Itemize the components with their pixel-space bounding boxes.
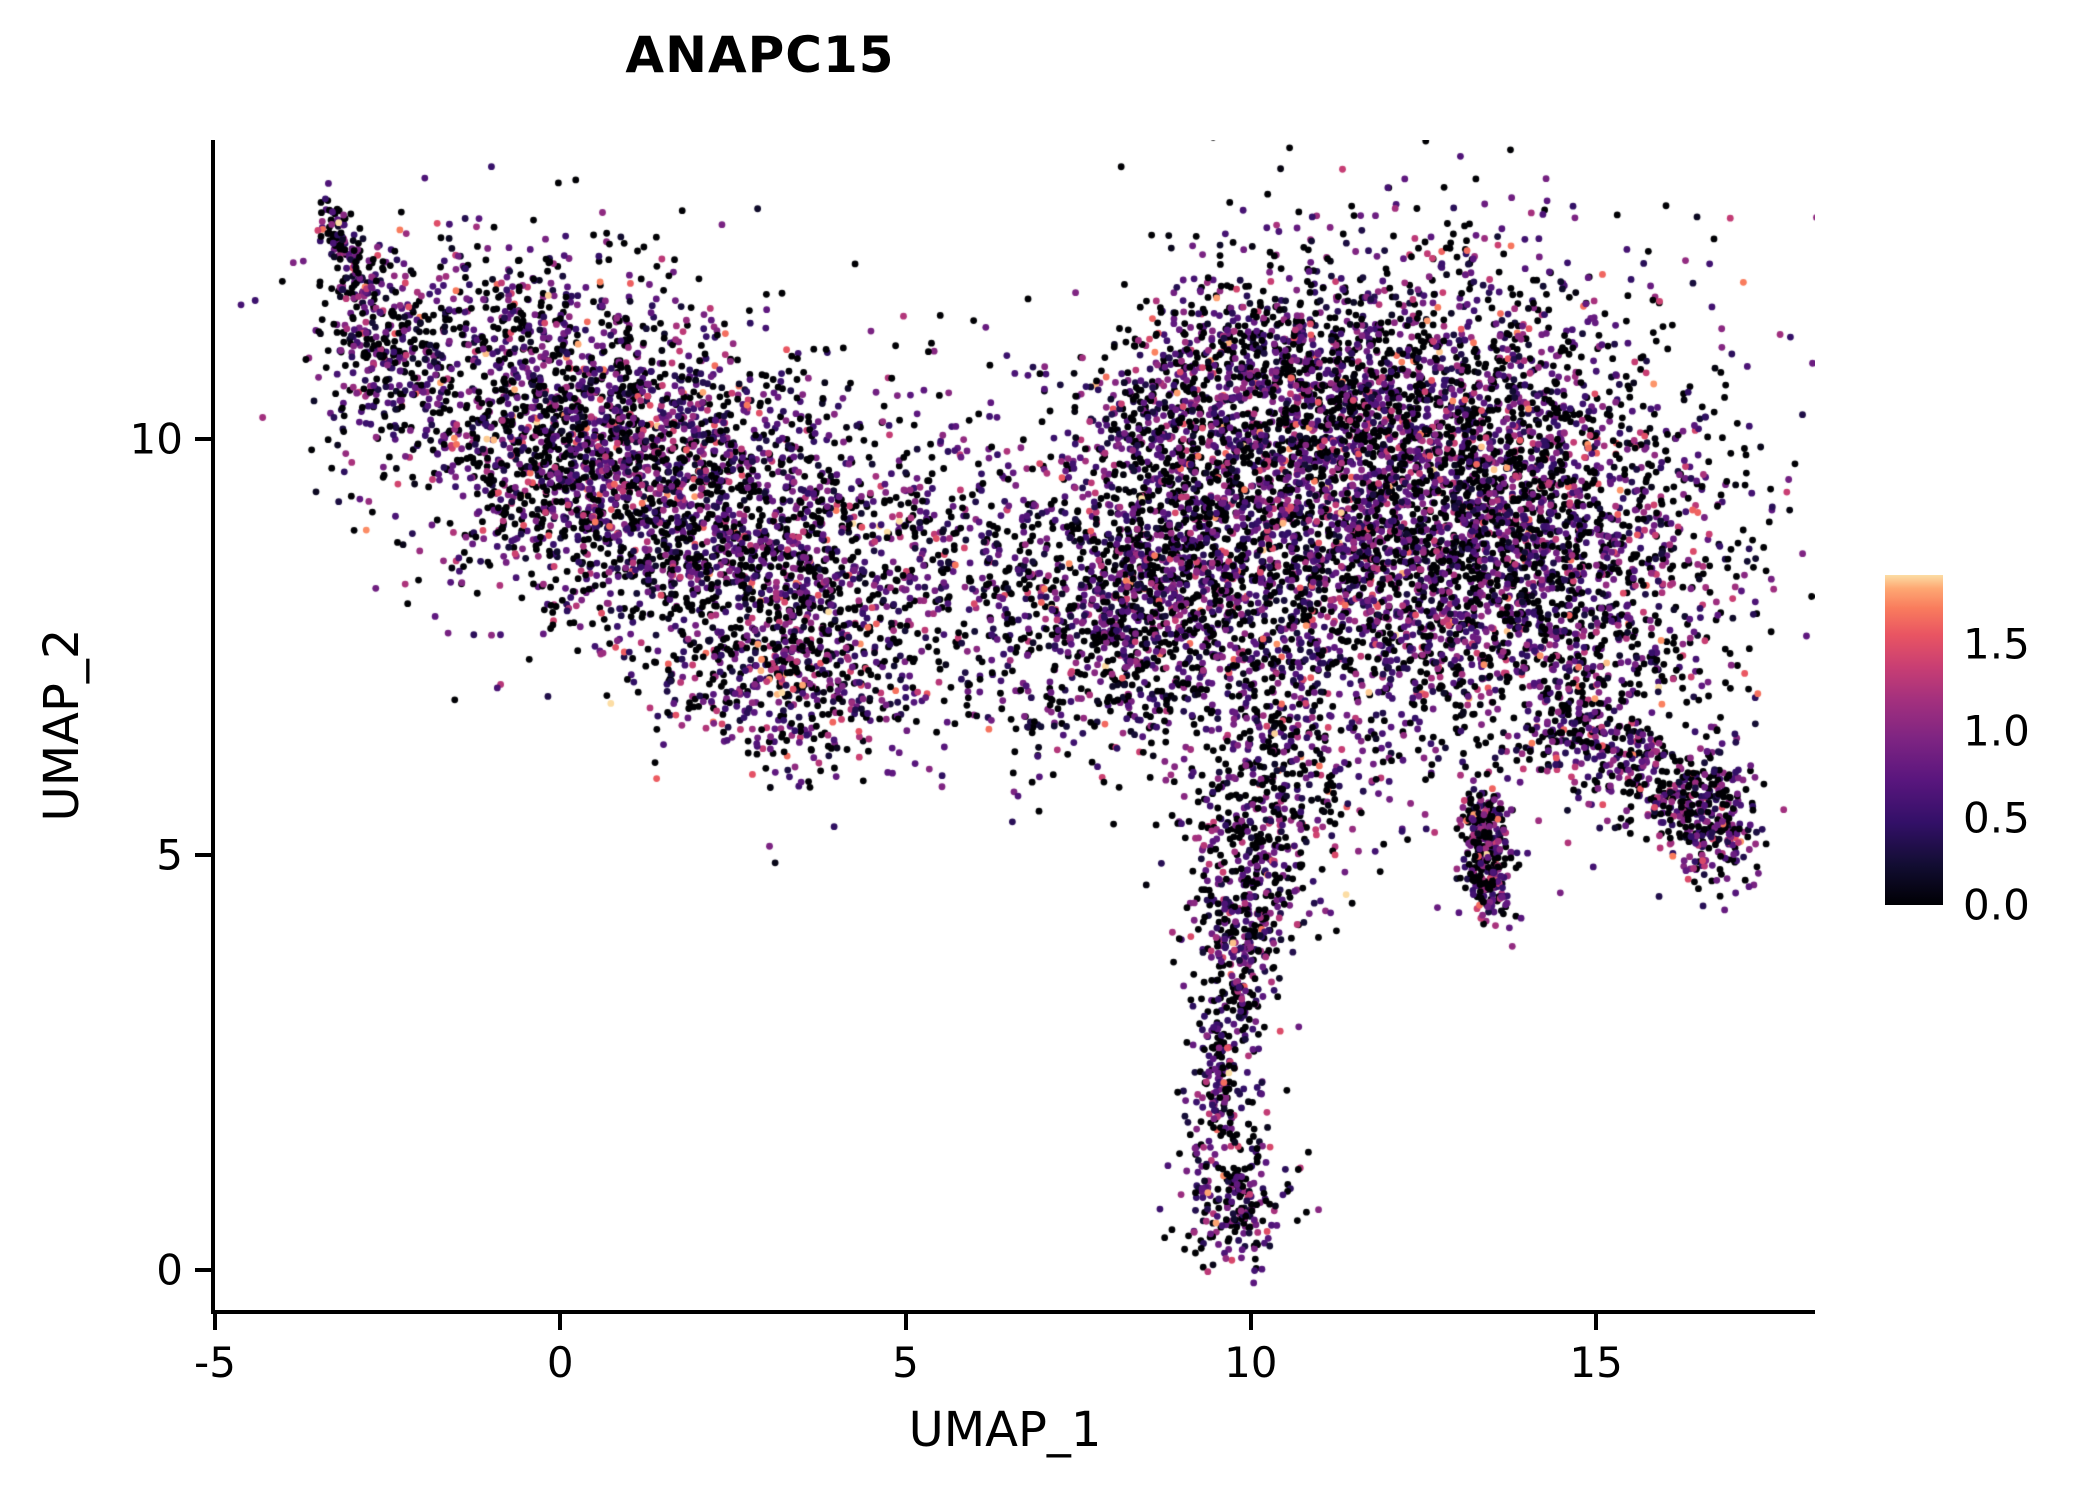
colorbar: [1885, 575, 1943, 905]
colorbar-tick-label: 1.5: [1963, 619, 2030, 669]
x-tick-mark: [558, 1314, 563, 1330]
x-tick-label: 15: [1569, 1338, 1623, 1387]
y-tick-mark: [195, 852, 211, 857]
y-tick-label: 5: [156, 830, 183, 880]
x-tick-mark: [903, 1314, 908, 1330]
scatter-canvas: [215, 140, 1815, 1310]
x-axis-label: UMAP_1: [908, 1402, 1102, 1458]
plot-area: [211, 140, 1815, 1314]
x-tick-mark: [1248, 1314, 1253, 1330]
y-tick-label: 10: [129, 414, 183, 464]
chart-title: ANAPC15: [625, 26, 895, 84]
colorbar-tick-label: 0.0: [1963, 880, 2030, 930]
colorbar-tick-label: 0.5: [1963, 793, 2030, 843]
y-axis-label: UMAP_2: [34, 628, 90, 822]
y-tick-label: 0: [156, 1245, 183, 1295]
colorbar-tick-label: 1.0: [1963, 706, 2030, 756]
y-tick-mark: [195, 1268, 211, 1273]
y-tick-mark: [195, 437, 211, 442]
x-tick-label: 10: [1224, 1338, 1278, 1387]
x-tick-label: -5: [194, 1338, 236, 1387]
x-tick-mark: [1594, 1314, 1599, 1330]
x-tick-mark: [213, 1314, 217, 1330]
x-tick-label: 5: [892, 1338, 919, 1387]
x-tick-label: 0: [546, 1338, 574, 1387]
